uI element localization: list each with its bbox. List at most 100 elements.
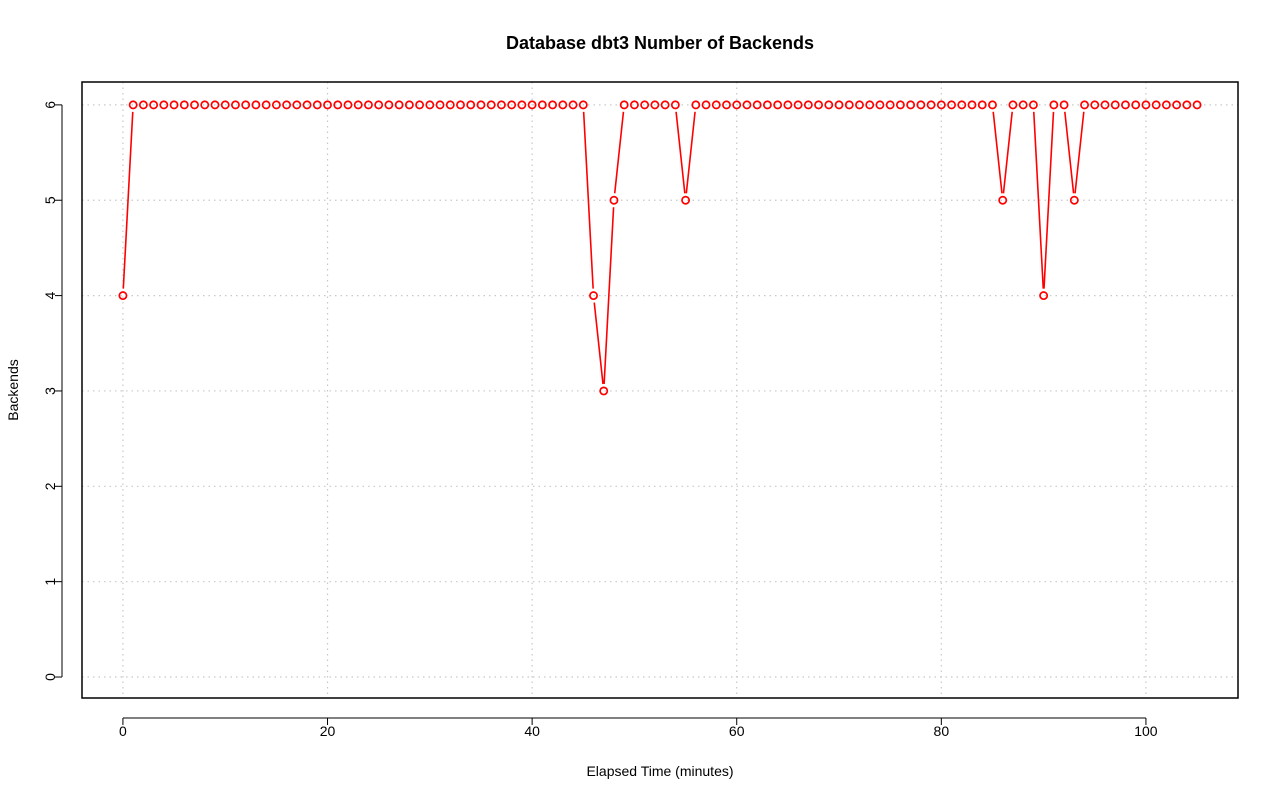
series-0-point-89: [1028, 100, 1038, 110]
series-0-point-73: [865, 100, 875, 110]
series-0-point-103: [1172, 100, 1182, 110]
series-0-point-44: [568, 100, 578, 110]
series-0-point-32: [445, 100, 455, 110]
series-0-point-15: [271, 100, 281, 110]
series-0-point-46: [589, 291, 598, 301]
series-0-point-35: [476, 100, 486, 110]
series-0-point-55: [681, 195, 691, 205]
x-tick-label-2: 40: [524, 723, 540, 739]
series-0-segment-48: [613, 111, 625, 194]
x-tick-label-0: 0: [119, 723, 127, 739]
grid-lines: [82, 82, 1238, 698]
x-tick-label-3: 60: [729, 723, 745, 739]
series-0-point-99: [1131, 100, 1141, 110]
series-0-point-19: [312, 100, 322, 110]
series-0-point-37: [496, 100, 506, 110]
series-0-segment-92: [1064, 111, 1075, 194]
series-0-point-105: [1192, 100, 1202, 110]
series-0-point-2: [138, 100, 148, 110]
series-0-point-52: [650, 100, 660, 110]
series-0-point-9: [210, 100, 220, 110]
series-0-point-5: [169, 100, 179, 110]
series-0-point-57: [701, 100, 711, 110]
x-tick-label-1: 20: [320, 723, 336, 739]
series-0-point-48: [609, 195, 619, 205]
series-0-segment-45: [582, 111, 594, 289]
series-0-point-97: [1110, 100, 1120, 110]
x-axis-label: Elapsed Time (minutes): [586, 763, 733, 779]
series-0-point-12: [241, 100, 251, 110]
series-0-point-17: [292, 100, 302, 110]
series-0-point-64: [773, 100, 783, 110]
y-tick-label-4: 4: [42, 291, 58, 299]
series-0-point-6: [179, 100, 189, 110]
series-0-point-74: [875, 100, 885, 110]
series-0-segment-86: [1002, 111, 1013, 194]
series-0-point-59: [722, 100, 731, 110]
series-0-segment-46: [593, 302, 604, 385]
plot-frame: [81, 81, 1239, 699]
series-0-point-80: [936, 100, 946, 110]
series-0-point-45: [578, 100, 588, 110]
series-0-segment-0: [122, 111, 134, 289]
series-0-point-104: [1182, 100, 1192, 110]
series-0-point-65: [783, 100, 793, 110]
series-0-point-68: [814, 100, 824, 110]
series-0-point-91: [1049, 100, 1059, 110]
series-0-point-60: [732, 100, 742, 110]
x-tick-label-4: 80: [934, 723, 950, 739]
series-0-point-47: [599, 386, 609, 396]
series-0-point-85: [988, 100, 997, 110]
y-tick-label-6: 6: [42, 101, 58, 109]
series-0-point-66: [793, 100, 803, 110]
series-0-point-29: [415, 100, 425, 110]
series-0-segment-93: [1074, 111, 1085, 194]
series-0-point-25: [374, 100, 384, 110]
series-0-point-67: [803, 100, 813, 110]
series-0-point-100: [1141, 100, 1151, 110]
series-0-point-96: [1100, 100, 1110, 110]
series-0-point-77: [906, 100, 916, 110]
series-0-point-81: [947, 100, 957, 110]
series-0-segment-55: [685, 111, 696, 194]
series-0-point-31: [435, 100, 445, 110]
series-0-point-8: [200, 100, 210, 110]
series-0-point-102: [1161, 100, 1171, 110]
series-0-point-36: [486, 100, 496, 110]
series-0-point-78: [916, 100, 926, 110]
series-0-point-38: [507, 100, 517, 110]
series-0-point-71: [844, 100, 854, 110]
y-axis-label: Backends: [5, 359, 21, 420]
series-0-point-87: [1008, 100, 1018, 110]
series-0-segment-90: [1043, 111, 1055, 289]
series-0-segment-54: [675, 111, 686, 194]
series-0-point-79: [926, 100, 936, 110]
series-0-point-39: [517, 100, 527, 110]
series-0-segment-47: [603, 207, 615, 385]
series-0-point-10: [220, 100, 230, 110]
series-0-point-92: [1059, 100, 1069, 110]
series-0-point-69: [824, 100, 834, 110]
series-0-point-21: [333, 100, 343, 110]
series-0-point-62: [752, 100, 762, 110]
series-0-point-83: [967, 100, 977, 110]
series-0-point-3: [149, 100, 159, 110]
series-0-point-76: [895, 100, 905, 110]
series-0-point-72: [855, 100, 864, 110]
y-tick-label-5: 5: [42, 196, 58, 204]
chart-title: Database dbt3 Number of Backends: [506, 33, 814, 53]
series-0-point-18: [302, 100, 312, 110]
series-0-point-43: [558, 100, 568, 110]
x-tick-label-5: 100: [1134, 723, 1158, 739]
series-0-point-88: [1018, 100, 1028, 110]
series-0-segment-89: [1032, 111, 1045, 289]
series-0-point-27: [394, 100, 404, 110]
y-tick-label-3: 3: [42, 387, 58, 395]
series-0-point-54: [670, 100, 680, 110]
series-0-point-58: [711, 100, 721, 110]
series-0-point-70: [834, 100, 844, 110]
series-0-point-30: [425, 100, 435, 110]
y-tick-label-2: 2: [42, 482, 58, 490]
series-0-point-101: [1151, 100, 1161, 110]
